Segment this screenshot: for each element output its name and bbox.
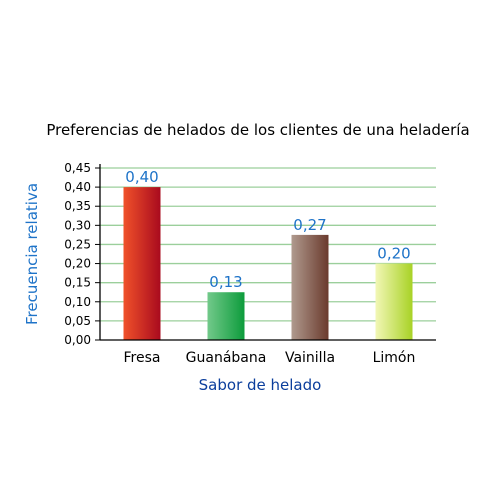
x-tick-label: Vainilla bbox=[285, 350, 335, 366]
bar-4 bbox=[375, 263, 413, 340]
y-tick-label: 0,45 bbox=[64, 161, 91, 175]
data-label: 0,20 bbox=[377, 245, 410, 263]
data-label: 0,27 bbox=[293, 216, 326, 234]
y-tick-label: 0,35 bbox=[64, 199, 91, 213]
x-axis-ticks: Fresa Guanábana Vainilla Limón bbox=[124, 350, 416, 366]
data-labels: 0,40 0,13 0,27 0,20 bbox=[125, 168, 410, 291]
bar-2 bbox=[207, 292, 245, 340]
data-label: 0,13 bbox=[209, 273, 242, 291]
y-tick-label: 0,40 bbox=[64, 180, 91, 194]
bars bbox=[123, 187, 413, 340]
y-tick-label: 0,25 bbox=[64, 237, 91, 251]
x-tick-label: Limón bbox=[373, 350, 416, 366]
y-tick-label: 0,15 bbox=[64, 276, 91, 290]
x-tick-label: Fresa bbox=[124, 350, 161, 366]
y-axis-label: Frecuencia relativa bbox=[23, 183, 41, 325]
x-tick-label: Guanábana bbox=[186, 350, 267, 366]
y-tick-label: 0,30 bbox=[64, 218, 91, 232]
y-tick-label: 0,05 bbox=[64, 314, 91, 328]
x-axis-label: Sabor de helado bbox=[199, 376, 322, 394]
y-tick-label: 0,00 bbox=[64, 333, 91, 347]
y-axis-ticks: 0,00 0,05 0,10 0,15 0,20 0,25 0,30 0,35 0,40 0,45 bbox=[64, 161, 100, 347]
y-tick-label: 0,10 bbox=[64, 295, 91, 309]
bar-3 bbox=[291, 234, 329, 340]
y-tick-label: 0,20 bbox=[64, 257, 91, 271]
chart-title: Preferencias de helados de los clientes … bbox=[46, 121, 469, 139]
bar-1 bbox=[123, 187, 161, 340]
data-label: 0,40 bbox=[125, 168, 158, 186]
